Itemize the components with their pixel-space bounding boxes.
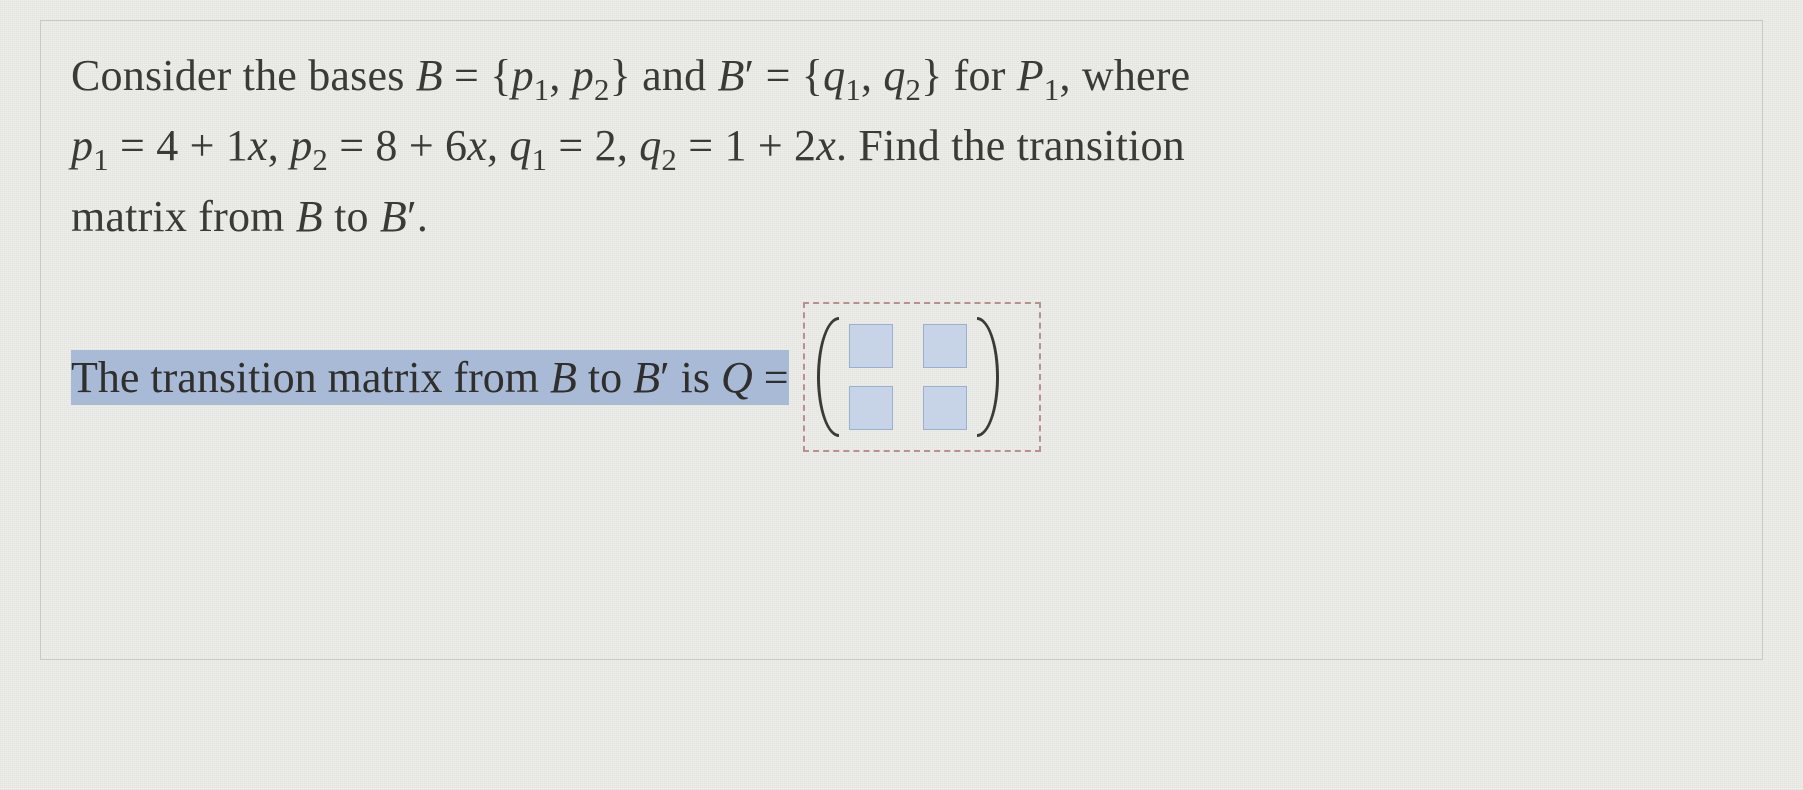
- ans-prime: ′: [660, 353, 670, 402]
- var-x-2: x: [467, 121, 487, 170]
- sub-p2: 2: [594, 73, 610, 107]
- var-P1: P: [1017, 51, 1044, 100]
- answer-prompt-highlight: The transition matrix from B to B′ is Q …: [71, 350, 789, 405]
- var-B-2: B: [296, 192, 323, 241]
- sub-q1: 1: [845, 73, 861, 107]
- p2-def-rhs: = 8 + 6: [328, 121, 467, 170]
- var-x-1: x: [248, 121, 268, 170]
- ans-Bprime: B: [633, 353, 660, 402]
- sub-q2-def: 2: [661, 143, 677, 177]
- var-x-3: x: [816, 121, 836, 170]
- sub-p1-def: 1: [93, 143, 109, 177]
- var-Bprime-2: B: [380, 192, 407, 241]
- problem-box: Consider the bases B = {p1, p2} and B′ =…: [40, 20, 1763, 660]
- text-matrix-from: matrix from: [71, 192, 296, 241]
- sub-q1-def: 1: [532, 143, 548, 177]
- brace-open-1: {: [490, 51, 511, 100]
- ans-Q: Q: [721, 353, 753, 402]
- comma-2: ,: [861, 51, 883, 100]
- var-q2-def: q: [639, 121, 661, 170]
- var-q1: q: [823, 51, 845, 100]
- matrix-cell-22[interactable]: [923, 386, 967, 430]
- brace-close-1: }: [610, 51, 631, 100]
- text-eq1: =: [443, 51, 490, 100]
- p1-def-rhs: = 4 + 1: [109, 121, 248, 170]
- brace-open-2: {: [802, 51, 823, 100]
- period-1: .: [417, 192, 428, 241]
- matrix-cell-21[interactable]: [849, 386, 893, 430]
- paren-left-icon: [817, 317, 839, 437]
- var-q1-def: q: [509, 121, 531, 170]
- ans-to: to: [577, 353, 633, 402]
- comma-3: ,: [268, 121, 290, 170]
- matrix-grid: [849, 320, 967, 434]
- text-to: to: [323, 192, 380, 241]
- prime-2: ′: [407, 192, 417, 241]
- text-eq2: =: [754, 51, 801, 100]
- paren-right-icon: [977, 317, 999, 437]
- ans-is: is: [670, 353, 721, 402]
- var-p1: p: [512, 51, 534, 100]
- text-find: . Find the transition: [836, 121, 1185, 170]
- sub-p1: 1: [534, 73, 550, 107]
- problem-statement: Consider the bases B = {p1, p2} and B′ =…: [71, 41, 1732, 252]
- sub-p2-def: 2: [312, 143, 328, 177]
- text-consider: Consider the bases: [71, 51, 416, 100]
- var-q2: q: [883, 51, 905, 100]
- text-for: for: [942, 51, 1016, 100]
- text-and: and: [631, 51, 718, 100]
- text-where: , where: [1059, 51, 1190, 100]
- ans-B: B: [550, 353, 577, 402]
- comma-1: ,: [549, 51, 571, 100]
- sub-P1: 1: [1044, 73, 1060, 107]
- var-p1-def: p: [71, 121, 93, 170]
- answer-line: The transition matrix from B to B′ is Q …: [71, 302, 1732, 452]
- ans-prefix: The transition matrix from: [71, 353, 550, 402]
- q1-def-rhs: = 2: [547, 121, 617, 170]
- var-Bprime: B: [717, 51, 744, 100]
- var-p2-def: p: [290, 121, 312, 170]
- matrix-cell-11[interactable]: [849, 324, 893, 368]
- ans-eq: =: [753, 353, 789, 402]
- var-p2: p: [572, 51, 594, 100]
- matrix-answer-box: [803, 302, 1041, 452]
- brace-close-2: }: [921, 51, 942, 100]
- q2-def-rhs: = 1 + 2: [677, 121, 816, 170]
- comma-5: ,: [617, 121, 639, 170]
- sub-q2: 2: [906, 73, 922, 107]
- var-B: B: [416, 51, 443, 100]
- prime-1: ′: [745, 51, 755, 100]
- page-background: Consider the bases B = {p1, p2} and B′ =…: [0, 0, 1803, 790]
- matrix-cell-12[interactable]: [923, 324, 967, 368]
- comma-4: ,: [487, 121, 509, 170]
